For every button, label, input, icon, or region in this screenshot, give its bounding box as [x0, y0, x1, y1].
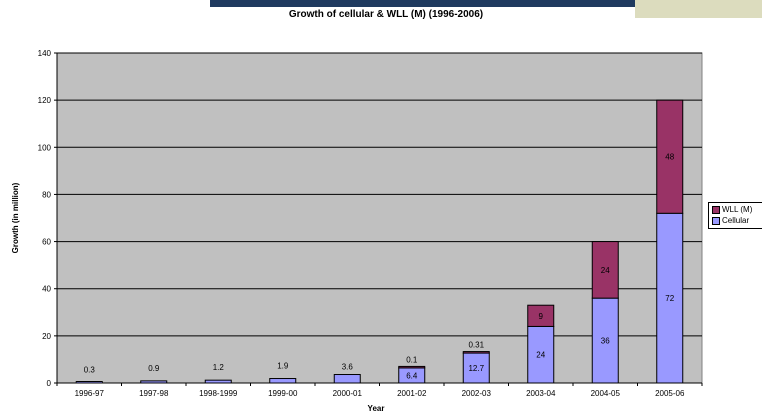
- bar-wll: [656, 99, 684, 214]
- header-accent: [635, 0, 762, 18]
- legend-swatch-wll: [712, 205, 720, 214]
- data-label-cellular: 1.9: [277, 362, 289, 371]
- bar-wll: [462, 351, 490, 354]
- data-label-cellular: 72: [665, 294, 674, 303]
- bar-wll: [398, 365, 426, 369]
- y-tick-label: 20: [42, 332, 51, 341]
- data-label-wll: 0.1: [406, 355, 418, 364]
- x-tick-label: 2005-06: [655, 389, 685, 398]
- x-tick-label: 2004-05: [591, 389, 621, 398]
- axes: 0 20 40 60 80 100 120 140 1996-97 1997-98 1998-199…: [38, 49, 703, 398]
- data-label-cellular: 1.2: [213, 363, 225, 372]
- y-tick-label: 80: [42, 190, 51, 199]
- data-label-cellular: 3.6: [342, 363, 354, 372]
- bar-cellular: [333, 374, 361, 384]
- x-tick-label: 2001-02: [397, 389, 427, 398]
- x-tick-label: 1997-98: [139, 389, 169, 398]
- legend-label-wll: WLL (M): [722, 205, 753, 214]
- x-tick-label: 1998-1999: [199, 389, 238, 398]
- data-label-cellular: 24: [536, 351, 545, 360]
- y-tick-label: 60: [42, 238, 51, 247]
- chart-title: Growth of cellular & WLL (M) (1996-2006): [288, 9, 484, 20]
- bar-cellular: [591, 297, 619, 384]
- data-labels: 0.3 0.9 1.2 1.9 3.6 6.4 0.1 12.7 0.31 24 9 36 24 72 48: [84, 153, 675, 381]
- x-tick-label: 2002-03: [462, 389, 492, 398]
- data-label-cellular: 36: [601, 337, 610, 346]
- legend-swatch-cellular: [712, 216, 720, 225]
- data-label-wll: 9: [539, 312, 544, 321]
- bar-wll: [591, 241, 619, 299]
- legend-item-wll: WLL (M): [712, 205, 752, 214]
- y-tick-label: 0: [47, 379, 52, 388]
- legend: WLL (M) Cellular: [708, 202, 762, 229]
- x-tick-label: 1996-97: [75, 389, 105, 398]
- x-axis-label: Year: [368, 404, 385, 413]
- y-tick-label: 100: [38, 143, 52, 152]
- y-tick-label: 40: [42, 285, 51, 294]
- header-bar: [210, 0, 635, 7]
- y-tick-label: 120: [38, 96, 52, 105]
- bars: [75, 99, 684, 384]
- data-label-cellular: 0.9: [148, 364, 160, 373]
- data-label-cellular: 12.7: [468, 364, 484, 373]
- data-label-wll: 24: [601, 266, 610, 275]
- y-tick-label: 140: [38, 49, 52, 58]
- legend-item-cellular: Cellular: [712, 216, 749, 225]
- bar-wll: [527, 304, 555, 327]
- data-label-cellular: 0.3: [84, 365, 96, 374]
- x-tick-label: 2000-01: [333, 389, 363, 398]
- data-label-wll: 0.31: [468, 341, 484, 350]
- y-axis-label: Growth (in million): [11, 182, 20, 253]
- bar-cellular: [656, 212, 684, 384]
- x-tick-label: 1999-00: [268, 389, 298, 398]
- data-label-wll: 48: [665, 153, 674, 162]
- legend-label-cellular: Cellular: [722, 216, 750, 225]
- x-tick-label: 2003-04: [526, 389, 556, 398]
- data-label-cellular: 6.4: [406, 371, 418, 380]
- bar-cellular: [269, 378, 297, 384]
